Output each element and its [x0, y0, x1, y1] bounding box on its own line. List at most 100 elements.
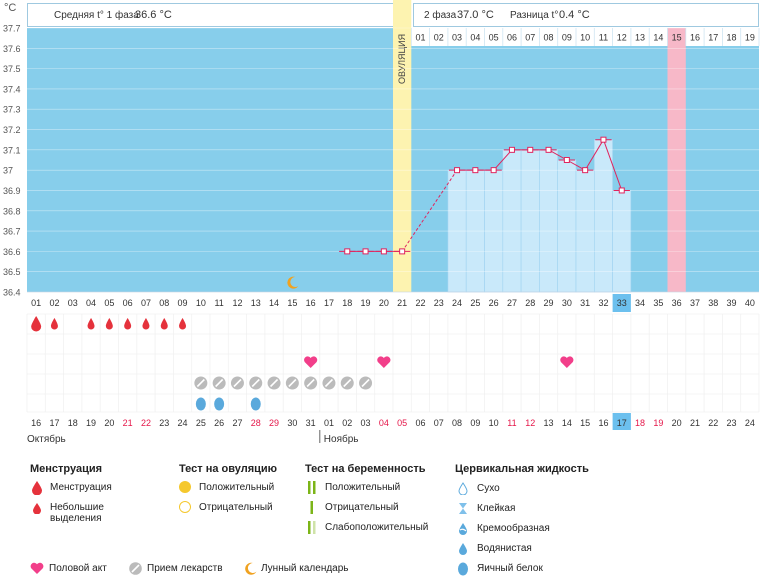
phase2-day-label: 11	[599, 33, 608, 43]
temp-point	[490, 167, 497, 174]
temp-point	[563, 157, 570, 163]
y-tick-label: 37.4	[3, 84, 21, 94]
cycle-day-label: 22	[415, 298, 425, 308]
cycle-day-label: 32	[598, 298, 608, 308]
temp-point	[618, 187, 625, 194]
ovtest-positive-icon	[179, 481, 191, 493]
cycle-day-label: 11	[214, 298, 223, 308]
calendar-date: 17	[49, 418, 59, 428]
calendar-date: 15	[580, 418, 590, 428]
calendar-date: 10	[489, 418, 499, 428]
cycle-day-label: 33	[617, 298, 627, 308]
medication-pill-line	[324, 378, 334, 388]
calendar-date: 12	[525, 418, 535, 428]
phase2-day-label: 10	[580, 33, 590, 43]
legend-ovtest-title: Тест на овуляцию	[179, 463, 278, 475]
legend-menstruation: Менструация Менструация Небольшие выделе…	[30, 463, 112, 524]
calendar-date: 02	[342, 418, 352, 428]
phase2-box: 2 фаза 37.0 °C Разница t° 0.4 °C	[413, 3, 759, 27]
y-tick-label: 36.8	[3, 206, 21, 216]
today-highlight	[612, 413, 631, 430]
cycle-day-label: 36	[672, 298, 682, 308]
drop-large-icon	[32, 481, 42, 495]
legend-ovulation-test: Тест на овуляцию Положительный Отрицател…	[179, 463, 277, 521]
ovulation-column	[393, 0, 412, 292]
cycle-day-label: 04	[86, 298, 96, 308]
cycle-day-label: 18	[342, 298, 352, 308]
medication-pill-line	[269, 378, 279, 388]
cycle-day-label: 20	[379, 298, 389, 308]
cycle-day-label: 19	[361, 298, 371, 308]
temp-line-segment	[602, 139, 623, 191]
phase2-day-label: 04	[470, 33, 480, 43]
cycle-day-label: 12	[232, 298, 242, 308]
phase1-value: 36.6 °C	[135, 9, 172, 21]
pregtest-positive-icon	[308, 481, 316, 494]
y-tick-label: 37.6	[3, 44, 21, 54]
y-tick-label: 37.5	[3, 64, 21, 74]
watery-icon	[459, 543, 467, 555]
cycle-day-label: 34	[635, 298, 645, 308]
calendar-date: 29	[269, 418, 279, 428]
calendar-date: 13	[544, 418, 554, 428]
temp-point	[454, 167, 461, 174]
medication-pill-line	[215, 378, 224, 388]
y-tick-label: 37.3	[3, 105, 21, 115]
medication-pill-line	[196, 378, 205, 388]
phase2-value: 37.0 °C	[457, 9, 494, 21]
medication-pill-line	[251, 378, 260, 388]
phase2-day-label: 05	[489, 33, 499, 43]
temp-point	[362, 248, 369, 255]
phase2-day-label: 14	[653, 33, 663, 43]
cycle-day-label: 27	[507, 298, 517, 308]
cycle-day-label: 16	[306, 298, 316, 308]
y-tick-label: 36.5	[3, 267, 21, 277]
legend-medication: Прием лекарств	[147, 563, 223, 574]
menstruation-drop	[87, 318, 95, 330]
cycle-day-label: 05	[104, 298, 114, 308]
phase-summary-bar: Средняя t° 1 фаза 36.6 °C 2 фаза 37.0 °C…	[27, 3, 759, 27]
legend-cervical: Цервикальная жидкость Сухо Клейкая Кремо…	[455, 463, 589, 581]
calendar-date: 24	[178, 418, 188, 428]
y-tick-label: 36.6	[3, 247, 21, 257]
menstruation-drop	[50, 318, 58, 330]
calendar-date: 23	[159, 418, 169, 428]
cycle-day-label: 15	[287, 298, 297, 308]
cycle-day-label: 07	[141, 298, 151, 308]
cycle-day-label: 23	[434, 298, 444, 308]
menstruation-drop	[124, 318, 132, 330]
medication-pill-line	[306, 378, 315, 388]
phase2-day-label: 12	[617, 33, 627, 43]
legend-eggwhite: Яичный белок	[477, 563, 543, 574]
cycle-day-label: 35	[653, 298, 663, 308]
phase2-day-label: 08	[544, 33, 554, 43]
calendar-date: 18	[635, 418, 645, 428]
temp-point	[472, 167, 479, 174]
calendar-date: 17	[617, 418, 627, 428]
legend-ovtest-positive: Положительный	[199, 482, 275, 493]
calendar-date: 11	[507, 418, 516, 428]
y-tick-label: 37.1	[3, 145, 21, 155]
phase2-day-label: 19	[745, 33, 755, 43]
temp-point	[508, 146, 515, 153]
cycle-day-label: 13	[251, 298, 261, 308]
sticky-icon	[459, 503, 467, 514]
medication-pill-line	[343, 378, 352, 388]
diff-value: 0.4 °C	[559, 9, 590, 21]
phase2-label: 2 фаза	[424, 10, 457, 21]
phase2-day-label: 03	[452, 33, 462, 43]
medication-pill-line	[233, 378, 242, 388]
legend-spotting-item: Небольшие выделения	[50, 502, 104, 524]
temp-bar	[520, 149, 540, 293]
temp-point	[380, 248, 387, 255]
cervical-fluid-drop	[195, 397, 206, 411]
y-tick-label: 36.7	[3, 227, 21, 237]
cycle-day-label: 31	[580, 298, 590, 308]
legend-bottom-row: Половой акт Прием лекарств Лунный календ…	[30, 562, 430, 576]
cycle-day-label: 40	[745, 298, 755, 308]
cycle-day-label: 39	[727, 298, 737, 308]
highlight-day-column	[667, 28, 686, 292]
phase2-day-label: 02	[434, 33, 444, 43]
temp-line-segment	[548, 149, 568, 161]
cycle-day-label: 09	[178, 298, 188, 308]
